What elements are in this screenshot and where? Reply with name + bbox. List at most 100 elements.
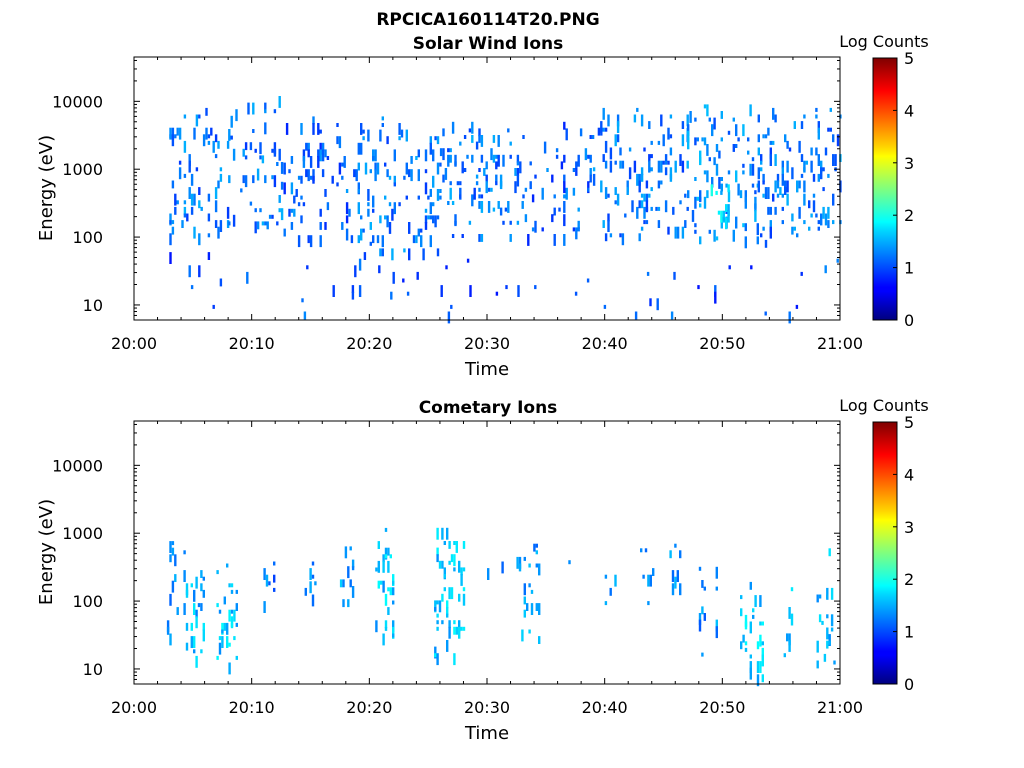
- data-cell: [751, 157, 755, 162]
- data-cell: [176, 200, 179, 205]
- colorbar: [872, 421, 898, 685]
- data-cell: [221, 629, 224, 634]
- data-cell: [650, 206, 653, 211]
- data-cell: [169, 220, 172, 225]
- data-cell: [827, 206, 830, 219]
- data-cell: [616, 193, 620, 206]
- data-cell: [446, 613, 449, 618]
- data-cell: [739, 190, 743, 199]
- data-cell: [429, 142, 432, 155]
- colorbar-tick-label: 1: [904, 259, 914, 278]
- data-cell: [519, 161, 522, 174]
- data-cell: [185, 622, 189, 631]
- data-cell: [174, 554, 177, 567]
- data-cell: [311, 561, 315, 566]
- data-cell: [252, 175, 255, 184]
- data-cell: [754, 190, 757, 195]
- data-cell: [495, 291, 499, 296]
- data-cell: [798, 180, 801, 189]
- data-cell: [364, 162, 368, 175]
- data-cell: [439, 189, 442, 193]
- data-cell: [389, 554, 392, 559]
- data-cell: [808, 200, 811, 209]
- data-cell: [757, 180, 760, 193]
- data-cell: [487, 568, 490, 580]
- data-cell: [824, 265, 827, 274]
- data-cell: [307, 169, 310, 182]
- colorbar-ticks: 0 1 2 3 4 5: [893, 49, 914, 330]
- data-cell: [725, 217, 728, 230]
- data-cell: [297, 202, 301, 207]
- data-cell: [817, 154, 820, 166]
- data-cell: [781, 206, 784, 211]
- data-cell: [434, 136, 437, 141]
- data-cell: [756, 641, 760, 650]
- data-cell: [800, 154, 804, 162]
- data-cell: [530, 589, 534, 594]
- data-cell: [374, 169, 377, 182]
- data-cell: [169, 213, 172, 226]
- data-cell: [190, 583, 193, 588]
- data-cell: [471, 194, 474, 207]
- data-cell: [424, 208, 428, 213]
- data-cell: [788, 640, 791, 652]
- data-cell: [249, 142, 253, 151]
- data-cell: [609, 233, 613, 238]
- data-cell: [311, 594, 315, 607]
- data-cell: [380, 580, 383, 585]
- data-cell: [786, 180, 789, 193]
- data-cell: [432, 215, 435, 224]
- data-cell: [645, 193, 649, 202]
- y-tick-label: 100: [72, 228, 103, 247]
- data-cell: [235, 589, 238, 594]
- colorbar-tick-label: 3: [904, 518, 914, 537]
- data-cell: [244, 155, 248, 160]
- data-cell: [752, 608, 755, 613]
- data-cell: [387, 560, 390, 573]
- data-cell: [720, 183, 723, 192]
- data-cell: [382, 580, 385, 593]
- data-cell: [574, 291, 578, 296]
- data-cell: [722, 217, 725, 222]
- data-cell: [769, 226, 772, 239]
- data-cell: [786, 160, 789, 173]
- data-cell: [353, 169, 356, 178]
- data-cell: [760, 160, 763, 165]
- data-cell: [381, 116, 384, 121]
- data-cell: [523, 583, 526, 596]
- data-cell: [546, 168, 549, 172]
- data-cell: [694, 223, 697, 228]
- data-cell: [769, 154, 772, 166]
- data-cell: [351, 566, 355, 571]
- plot-area: 20:00 20:10 20:20 20:30 20:40 20:50 21:00 10 100…: [52, 420, 863, 717]
- data-cell: [405, 195, 408, 200]
- data-cell: [304, 587, 307, 596]
- data-cell: [495, 161, 498, 170]
- data-cell: [221, 636, 224, 648]
- data-cell: [708, 229, 711, 234]
- data-cell: [432, 149, 435, 162]
- data-cell: [408, 169, 411, 178]
- data-cell: [829, 107, 832, 112]
- data-cell: [360, 142, 363, 155]
- data-cell: [756, 661, 760, 673]
- data-cell: [415, 235, 418, 244]
- data-cell: [727, 184, 730, 193]
- y-axis-label: Energy (eV): [36, 499, 57, 605]
- data-cell: [528, 563, 531, 568]
- data-cell: [652, 568, 655, 576]
- data-cell: [447, 201, 450, 205]
- data-cell: [247, 102, 250, 115]
- data-cell: [462, 587, 466, 592]
- data-cell: [453, 653, 456, 666]
- data-cell: [190, 285, 194, 290]
- data-cell: [471, 135, 474, 143]
- data-cell: [727, 204, 730, 216]
- data-cell: [266, 221, 269, 230]
- data-cell: [345, 189, 349, 193]
- data-cell: [445, 265, 448, 270]
- data-cell: [822, 187, 825, 192]
- colorbar-tick-label: 1: [904, 623, 914, 642]
- data-cell: [735, 124, 738, 137]
- data-cell: [174, 206, 177, 215]
